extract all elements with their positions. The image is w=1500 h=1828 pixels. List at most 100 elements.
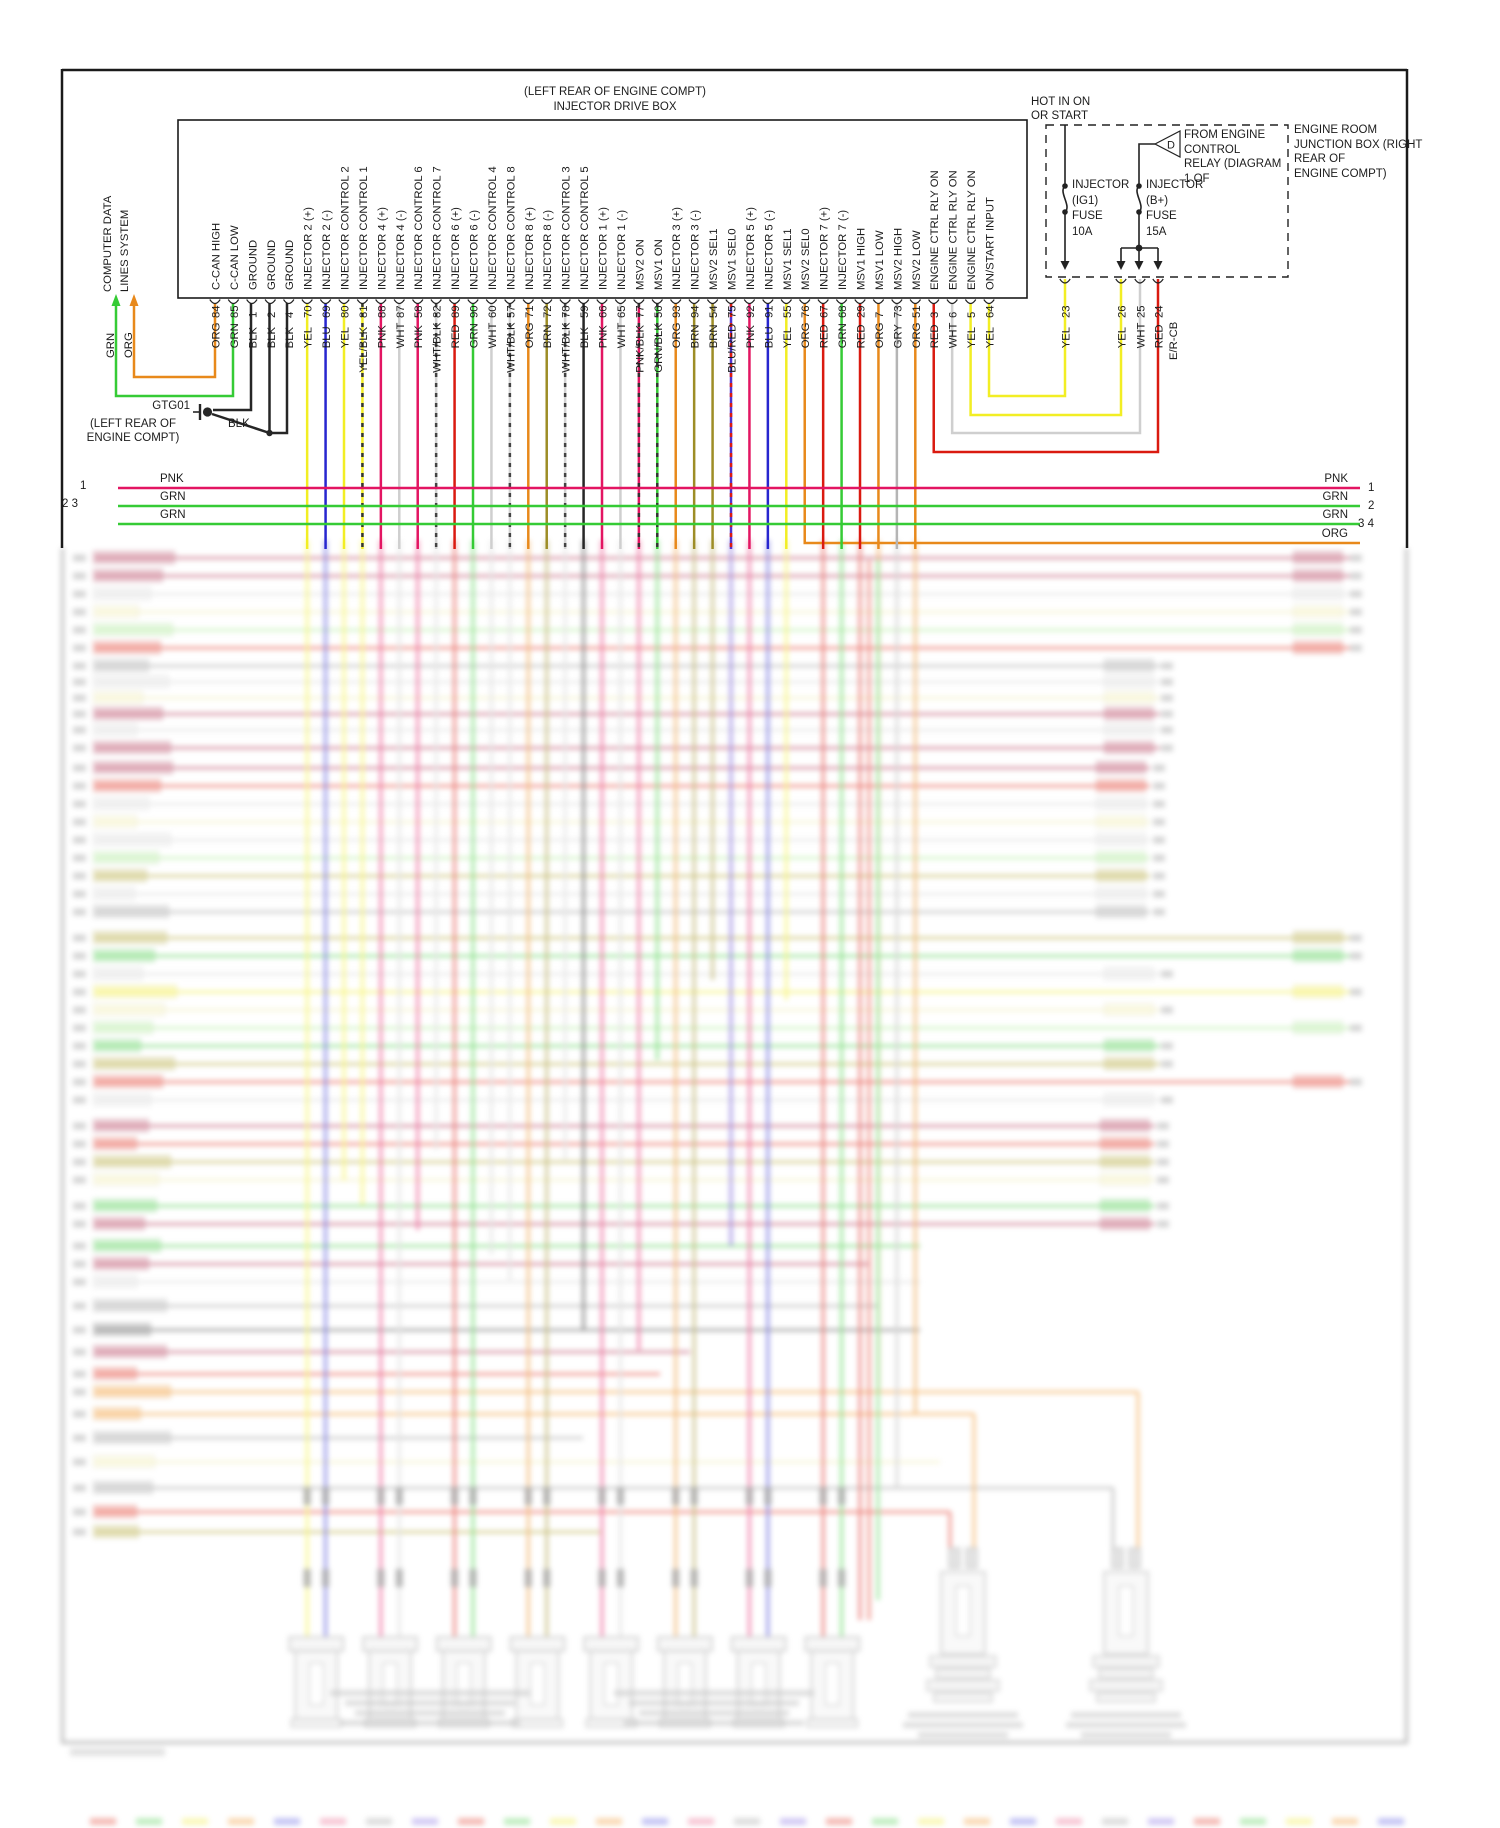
svg-text:1: 1 (247, 312, 259, 318)
svg-text:70: 70 (303, 305, 315, 318)
svg-text:BLK: BLK (284, 326, 296, 348)
svg-text:YEL: YEL (966, 327, 978, 348)
svg-text:INJECTOR 4 (-): INJECTOR 4 (-) (395, 210, 407, 290)
svg-text:ENGINE CTRL RLY ON: ENGINE CTRL RLY ON (929, 170, 941, 290)
svg-text:BLU/RED: BLU/RED (727, 324, 739, 373)
svg-text:ORG: ORG (524, 323, 536, 349)
svg-text:89: 89 (450, 305, 462, 318)
ground-wire-color: BLK (228, 418, 250, 430)
svg-text:INJECTOR 5 (+): INJECTOR 5 (+) (745, 207, 757, 290)
svg-text:INJECTOR 2 (+): INJECTOR 2 (+) (303, 207, 315, 290)
svg-text:INJECTOR CONTROL 4: INJECTOR CONTROL 4 (487, 166, 499, 290)
svg-text:RED: RED (819, 324, 831, 348)
svg-text:INJECTOR CONTROL 7: INJECTOR CONTROL 7 (432, 166, 444, 290)
svg-text:GROUND: GROUND (284, 240, 296, 290)
svg-text:PNK: PNK (745, 325, 757, 349)
svg-text:RED: RED (856, 324, 868, 348)
svg-text:24: 24 (1154, 305, 1166, 318)
svg-text:INJECTOR CONTROL 8: INJECTOR CONTROL 8 (505, 166, 517, 290)
svg-text:MSV2 SEL0: MSV2 SEL0 (800, 228, 812, 290)
svg-text:ORG: ORG (800, 323, 812, 349)
svg-text:INJECTOR 8 (+): INJECTOR 8 (+) (524, 207, 536, 290)
svg-text:85: 85 (229, 305, 241, 318)
svg-text:ORG: ORG (874, 323, 886, 349)
svg-text:90: 90 (469, 305, 481, 318)
svg-text:BLK: BLK (266, 326, 278, 348)
svg-text:COMPUTER DATA: COMPUTER DATA (102, 195, 114, 292)
svg-text:58: 58 (413, 305, 425, 318)
fuse-ig1-label: INJECTOR (IG1) FUSE 10A (1072, 179, 1130, 238)
svg-text:D: D (1167, 140, 1175, 152)
svg-text:WHT: WHT (616, 322, 628, 348)
svg-text:C-CAN LOW: C-CAN LOW (229, 225, 241, 290)
svg-text:LINES SYSTEM: LINES SYSTEM (119, 210, 131, 292)
svg-text:BLU: BLU (321, 326, 333, 348)
svg-text:RED: RED (1154, 324, 1166, 348)
svg-text:INJECTOR 3 (+): INJECTOR 3 (+) (671, 207, 683, 290)
svg-text:93: 93 (671, 305, 683, 318)
svg-text:INJECTOR 4 (+): INJECTOR 4 (+) (376, 207, 388, 290)
svg-text:MSV2 SEL1: MSV2 SEL1 (708, 228, 720, 290)
hot-in-on-label: HOT IN ON OR START (1031, 95, 1090, 123)
svg-text:MSV2 HIGH: MSV2 HIGH (892, 228, 904, 290)
fuse-b-plus-label: INJECTOR (B+) FUSE 15A (1146, 179, 1204, 238)
bus23-left-num: 2 3 (62, 498, 78, 510)
svg-text:RED: RED (450, 324, 462, 348)
svg-text:WHT/BLK: WHT/BLK (561, 322, 573, 373)
svg-text:72: 72 (542, 305, 554, 318)
svg-text:MSV2 LOW: MSV2 LOW (911, 230, 923, 290)
svg-text:BLK: BLK (579, 326, 591, 348)
bus1-left-color: PNK (160, 473, 184, 485)
svg-text:78: 78 (561, 305, 573, 318)
svg-text:2: 2 (266, 312, 278, 318)
ground-location: (LEFT REAR OF ENGINE COMPT) (86, 418, 180, 444)
svg-text:68: 68 (837, 305, 849, 318)
svg-text:ENGINE CTRL RLY ON: ENGINE CTRL RLY ON (948, 170, 960, 290)
svg-text:ENGINE CTRL RLY ON: ENGINE CTRL RLY ON (966, 170, 978, 290)
bus2-left-color: GRN (160, 491, 186, 503)
svg-text:92: 92 (745, 305, 757, 318)
svg-text:82: 82 (432, 305, 444, 318)
svg-text:88: 88 (376, 305, 388, 318)
svg-text:INJECTOR 1 (-): INJECTOR 1 (-) (616, 210, 628, 290)
svg-text:C-CAN HIGH: C-CAN HIGH (211, 223, 223, 290)
svg-text:94: 94 (690, 305, 702, 318)
svg-text:73: 73 (892, 305, 904, 318)
svg-text:84: 84 (211, 305, 223, 318)
svg-text:MSV1 HIGH: MSV1 HIGH (856, 228, 868, 290)
svg-text:INJECTOR CONTROL 6: INJECTOR CONTROL 6 (413, 166, 425, 290)
svg-text:MSV1 ON: MSV1 ON (653, 239, 665, 290)
svg-text:6: 6 (948, 312, 960, 318)
svg-text:WHT/BLK: WHT/BLK (505, 322, 517, 373)
relay-source-label: FROM ENGINE CONTROL RELAY (DIAGRAM 1 OF (1184, 129, 1282, 185)
svg-text:WHT/BLK: WHT/BLK (432, 322, 444, 373)
svg-text:GRN: GRN (229, 323, 241, 348)
svg-text:INJECTOR 2 (-): INJECTOR 2 (-) (321, 210, 333, 290)
svg-text:GRY: GRY (892, 324, 904, 349)
svg-text:54: 54 (708, 305, 720, 318)
hot-line-2: OR START (1031, 110, 1089, 122)
svg-text:INJECTOR 1 (+): INJECTOR 1 (+) (598, 207, 610, 290)
svg-text:INJECTOR 6 (+): INJECTOR 6 (+) (450, 207, 462, 290)
svg-text:INJECTOR CONTROL 3: INJECTOR CONTROL 3 (561, 166, 573, 290)
svg-text:3: 3 (929, 312, 941, 318)
svg-text:56: 56 (653, 305, 665, 318)
svg-text:GRN: GRN (105, 333, 117, 358)
svg-text:MSV1 SEL0: MSV1 SEL0 (727, 228, 739, 290)
svg-text:GRN: GRN (469, 323, 481, 348)
svg-text:59: 59 (579, 305, 591, 318)
bus2-right-num: 2 (1368, 500, 1375, 512)
svg-text:YEL: YEL (1061, 327, 1073, 348)
svg-text:80: 80 (340, 305, 352, 318)
svg-text:INJECTOR CONTROL 1: INJECTOR CONTROL 1 (358, 166, 370, 290)
svg-text:PNK: PNK (413, 325, 425, 349)
svg-text:7: 7 (874, 312, 886, 318)
svg-text:77: 77 (634, 305, 646, 318)
svg-text:29: 29 (856, 305, 868, 318)
svg-text:INJECTOR 8 (-): INJECTOR 8 (-) (542, 210, 554, 290)
svg-text:INJECTOR 5 (-): INJECTOR 5 (-) (763, 210, 775, 290)
bus3-right-color: GRN (1322, 509, 1348, 521)
svg-text:76: 76 (800, 305, 812, 318)
svg-text:GROUND: GROUND (266, 240, 278, 290)
